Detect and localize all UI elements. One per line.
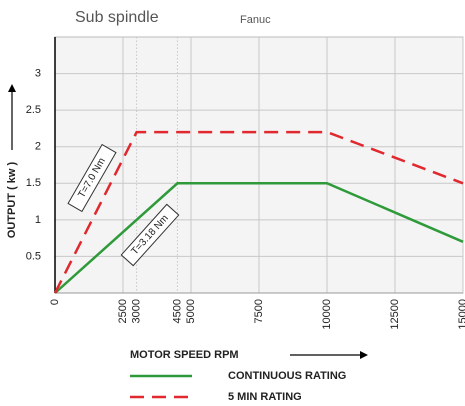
legend-label: CONTINUOUS RATING <box>228 370 346 382</box>
y-tick-label: 0.5 <box>26 250 41 262</box>
chart-subtitle: Fanuc <box>240 14 271 26</box>
y-tick-label: 2 <box>35 141 41 153</box>
y-arrow-head <box>8 84 16 92</box>
annotation-box <box>120 203 180 267</box>
x-tick-label: 2500 <box>117 299 129 323</box>
series-line <box>54 182 464 294</box>
annotation-box <box>67 143 117 213</box>
x-tick-label: 5000 <box>185 299 197 323</box>
x-tick-label: 12500 <box>389 299 401 330</box>
x-arrow-head <box>360 351 368 359</box>
y-tick-label: 3 <box>35 67 41 79</box>
y-tick-label: 2.5 <box>26 104 41 116</box>
x-tick-label: 4500 <box>171 299 183 323</box>
y-axis-label: OUTPUT ( kw ) <box>6 161 18 238</box>
x-tick-label: 0 <box>49 299 61 305</box>
chart-title: Sub spindle <box>75 9 159 26</box>
y-tick-label: 1 <box>35 214 41 226</box>
series-line <box>53 130 464 294</box>
x-tick-label: 3000 <box>131 299 143 323</box>
y-tick-label: 1.5 <box>26 177 41 189</box>
legend-label: 5 MIN RATING <box>228 391 302 403</box>
x-tick-label: 7500 <box>253 299 265 323</box>
x-tick-label: 15000 <box>457 299 465 330</box>
x-tick-label: 10000 <box>321 299 333 330</box>
x-axis-label: MOTOR SPEED RPM <box>130 349 239 361</box>
